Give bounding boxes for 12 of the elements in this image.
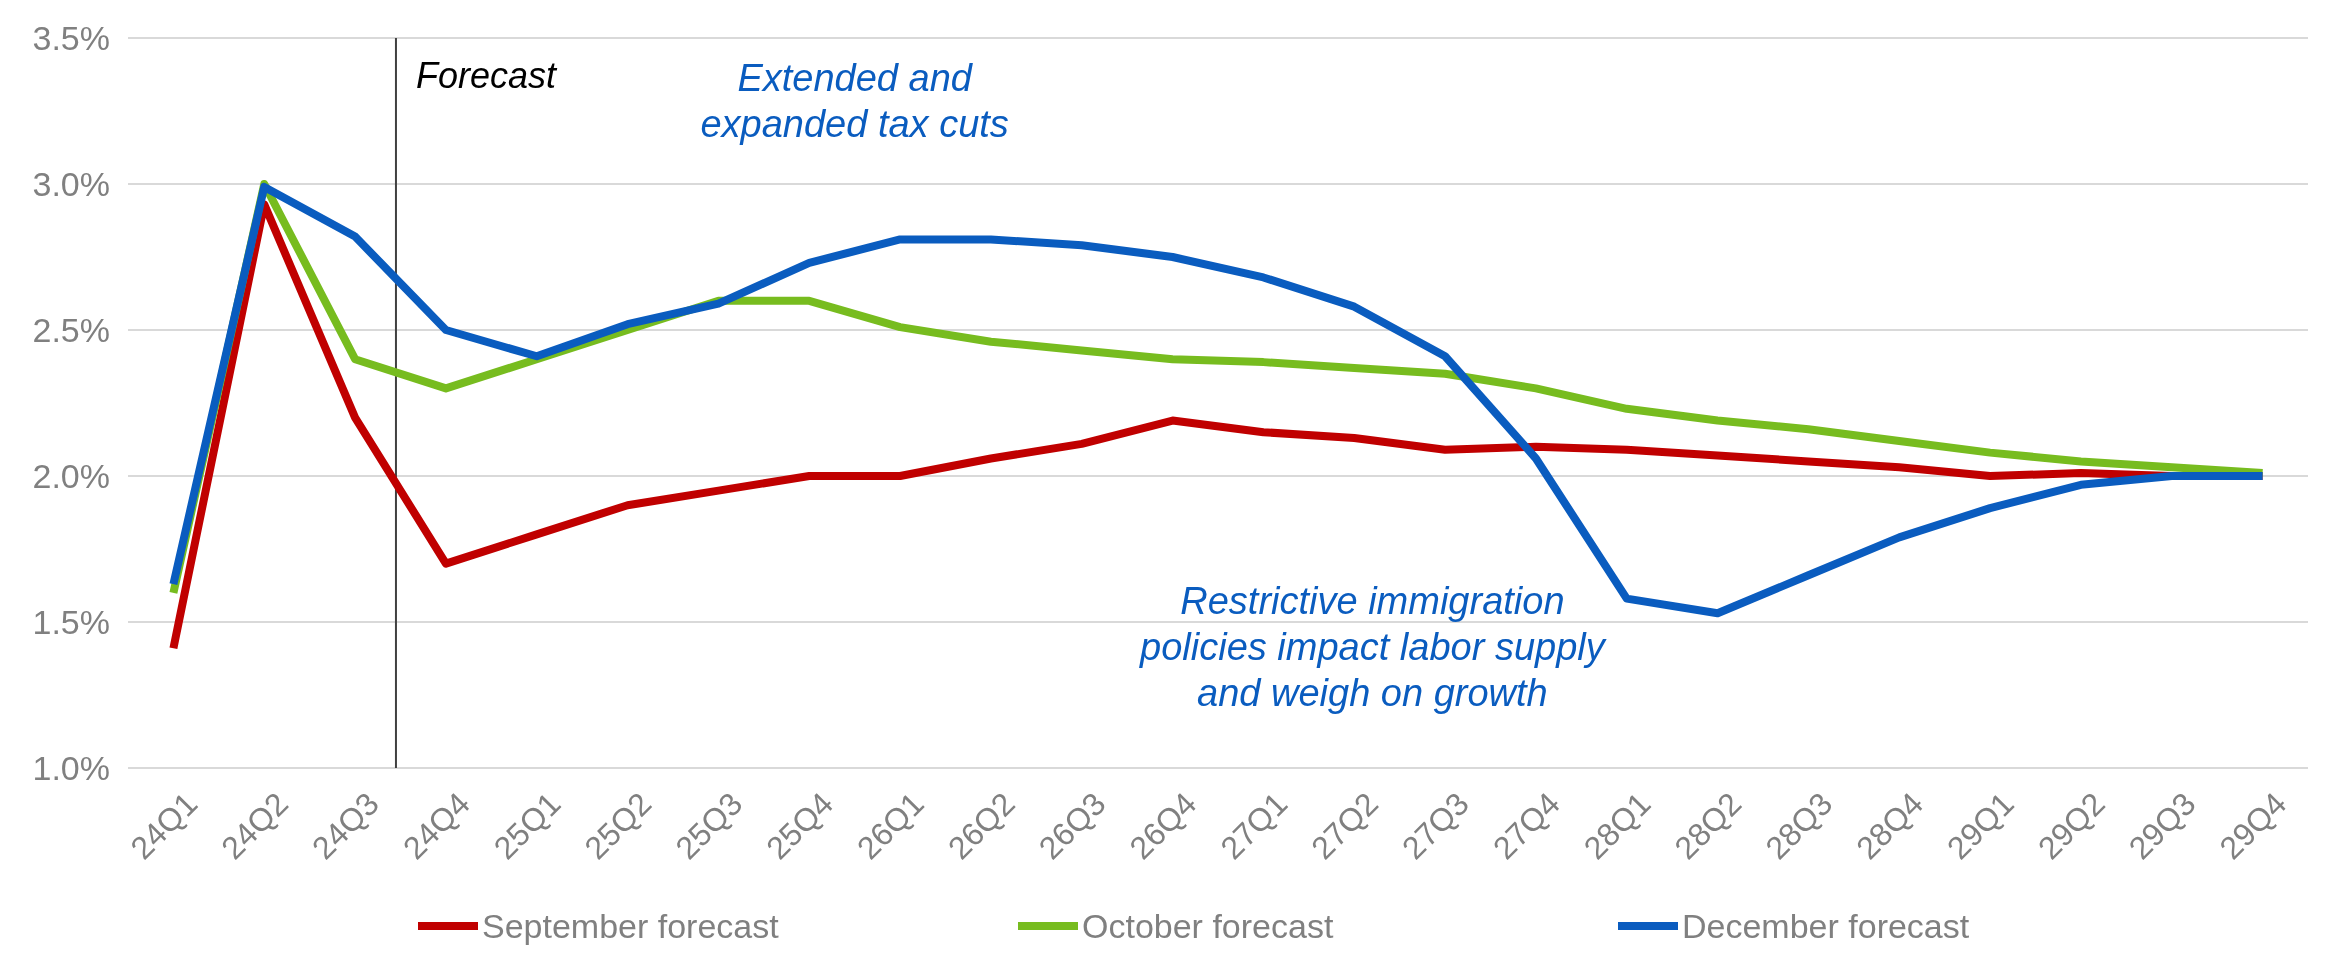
annotation: Extended and expanded tax cuts [700,57,1009,146]
y-tick-label: 3.5% [32,18,110,57]
legend-label: December forecast [1682,907,1970,945]
y-tick-label: 3.0% [32,164,110,203]
legend-label: September forecast [482,907,780,945]
ref-line-label: Forecast [415,55,558,96]
y-tick-label: 2.0% [32,456,110,495]
legend-label: October forecast [1082,907,1334,945]
y-tick-label: 1.0% [32,748,110,787]
y-tick-label: 1.5% [32,602,110,641]
annotation: Restrictive immigration policies impact labor supply and weigh on growth [1139,579,1607,714]
y-tick-label: 2.5% [32,310,110,349]
